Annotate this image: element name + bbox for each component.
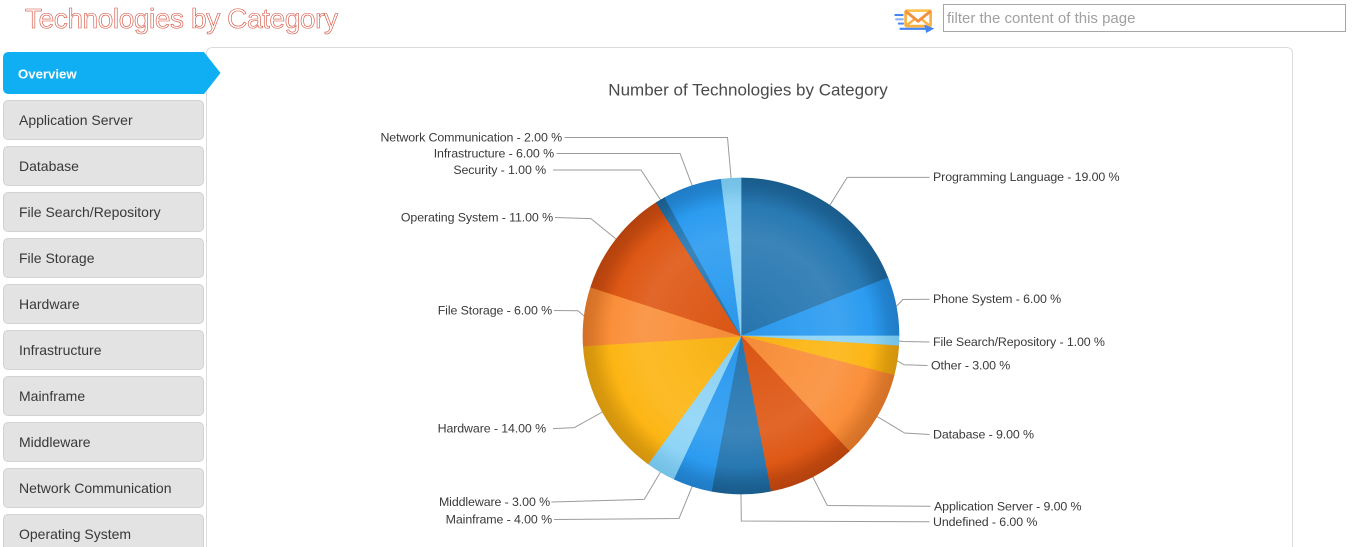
svg-text:Overview: Overview xyxy=(18,67,77,82)
